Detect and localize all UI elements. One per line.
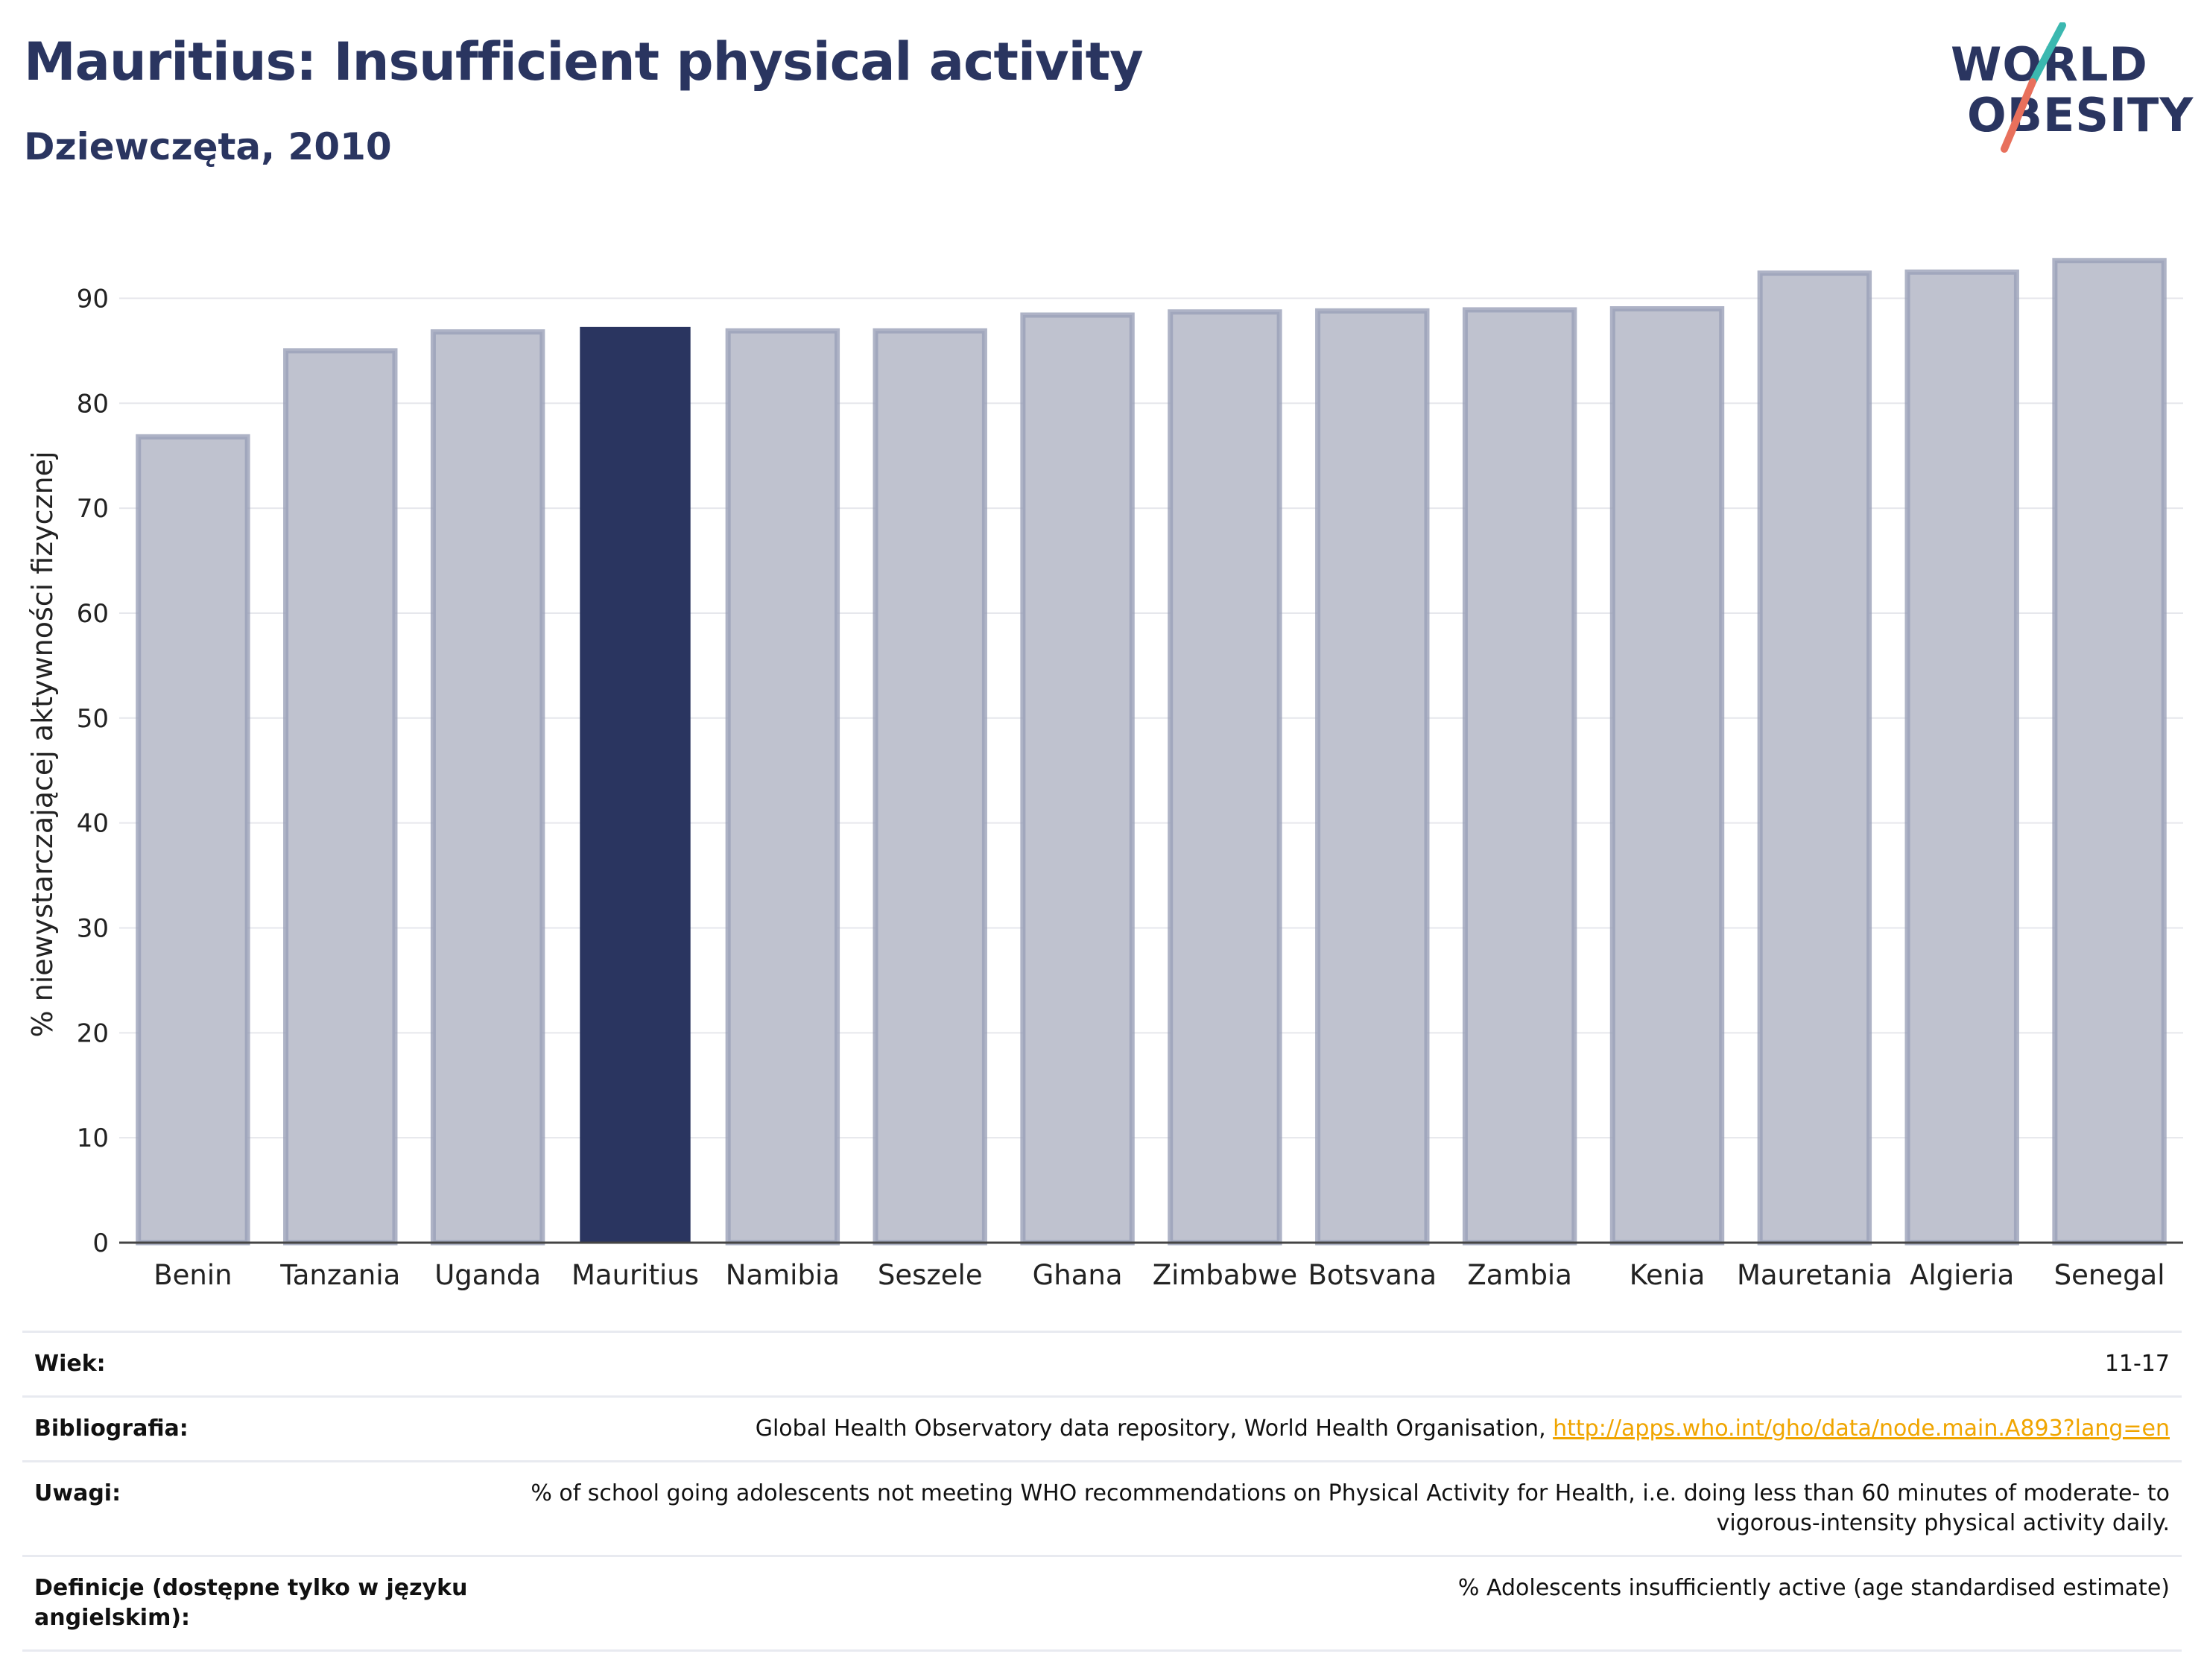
bar-zimbabwe [1168, 309, 1282, 1246]
logo-line-2: OBESITY [1967, 88, 2194, 142]
bar-mauretania [1757, 270, 1872, 1246]
bar-botsvana [1315, 308, 1430, 1246]
x-tick-label: Mauritius [571, 1259, 699, 1291]
y-tick-label: 50 [77, 704, 109, 734]
bar-kenia [1609, 306, 1725, 1246]
x-tick-label: Seszele [878, 1259, 983, 1291]
x-tick-label: Mauretania [1737, 1259, 1893, 1291]
y-tick-label: 90 [77, 284, 109, 314]
bibliography-link[interactable]: http://apps.who.int/gho/data/node.main.A… [1553, 1416, 2170, 1442]
info-value: 11-17 [2104, 1351, 2170, 1377]
y-tick-label: 30 [77, 913, 109, 943]
info-value: % Adolescents insufficiently active (age… [1457, 1575, 2170, 1601]
x-tick-label: Ghana [1033, 1259, 1123, 1291]
bar-ghana [1020, 312, 1135, 1246]
info-label: Bibliografia: [34, 1416, 189, 1442]
bar-namibia [725, 328, 840, 1246]
bar-algieria [1904, 269, 2019, 1246]
x-tick-label: Namibia [726, 1259, 840, 1291]
info-row-age: Wiek: 11-17 [22, 1331, 2182, 1395]
y-axis-label: % niewystarczającej aktywności fizycznej [26, 451, 59, 1037]
y-tick-label: 80 [77, 389, 109, 419]
x-tick-label: Kenia [1630, 1259, 1706, 1291]
page-title: Mauritius: Insufficient physical activit… [24, 31, 1144, 92]
y-tick-label: 40 [77, 809, 109, 839]
info-value: Global Health Observatory data repositor… [756, 1414, 2170, 1444]
bar-seszele [873, 328, 987, 1246]
bar-senegal [2052, 258, 2167, 1246]
bar-benin [136, 434, 250, 1246]
bar-tanzania [283, 348, 398, 1246]
x-tick-label: Benin [153, 1259, 232, 1291]
y-tick-label: 70 [77, 494, 109, 524]
bar-uganda [430, 329, 545, 1246]
bar-mauritius [580, 326, 691, 1244]
info-row-bibliography: Bibliografia: Global Health Observatory … [22, 1395, 2182, 1460]
y-tick-label: 20 [77, 1018, 109, 1048]
x-tick-label: Tanzania [279, 1259, 400, 1291]
x-tick-label: Zimbabwe [1153, 1259, 1297, 1291]
x-tick-label: Algieria [1910, 1259, 2014, 1291]
x-tick-label: Botsvana [1308, 1259, 1437, 1291]
bar-chart: 0 10 20 30 40 50 60 70 80 90 Benin Tanzania Uganda Ma… [26, 258, 2183, 1291]
info-row-notes: Uwagi: % of school going adolescents not… [22, 1460, 2182, 1555]
y-tick-label: 0 [92, 1229, 109, 1258]
y-tick-label: 10 [77, 1123, 109, 1153]
info-label: Definicje (dostępne tylko w języku angie… [34, 1575, 468, 1631]
x-tick-label: Uganda [434, 1259, 541, 1291]
info-table: Wiek: 11-17 Bibliografia: Global Health … [22, 1331, 2182, 1652]
info-row-definitions: Definicje (dostępne tylko w języku angie… [22, 1555, 2182, 1652]
info-value: % of school going adolescents not meetin… [531, 1480, 2170, 1536]
info-label: Wiek: [34, 1351, 106, 1377]
world-obesity-logo: WORLD OBESITY [1937, 22, 2194, 156]
x-tick-label: Zambia [1467, 1259, 1572, 1291]
bar-zambia [1462, 307, 1577, 1246]
page-subtitle: Dziewczęta, 2010 [24, 125, 392, 168]
y-tick-label: 60 [77, 599, 109, 629]
info-label: Uwagi: [34, 1480, 121, 1506]
x-tick-label: Senegal [2054, 1259, 2165, 1291]
logo-slash-icon [2001, 22, 2066, 153]
bibliography-text: Global Health Observatory data repositor… [755, 1416, 1554, 1442]
